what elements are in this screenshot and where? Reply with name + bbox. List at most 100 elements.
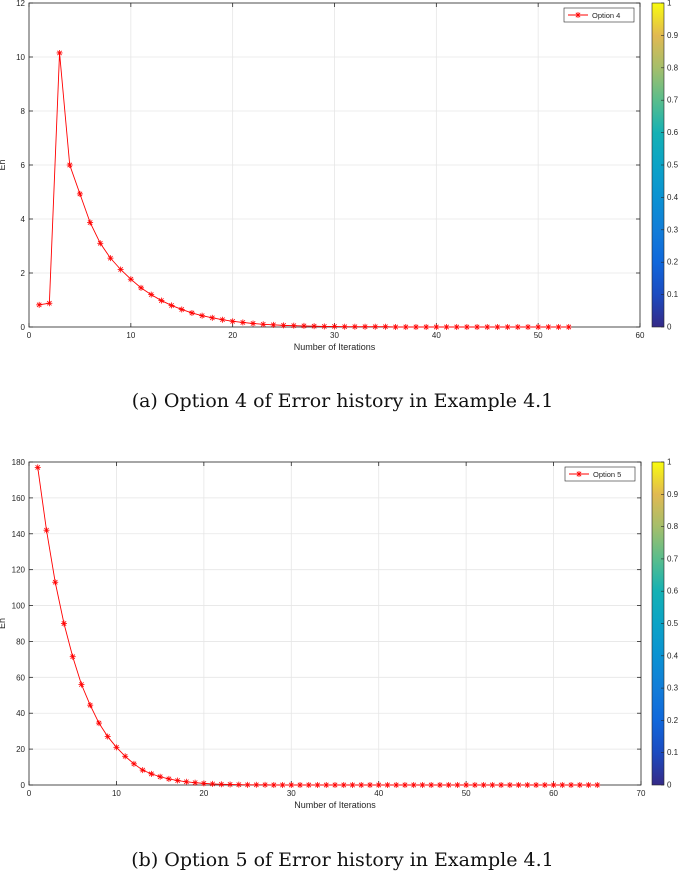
colorbar-tick-label: 0.2 — [667, 258, 679, 267]
data-point — [535, 324, 542, 330]
data-point — [489, 782, 496, 788]
data-point — [78, 681, 85, 688]
colorbar-tick-label: 0.5 — [667, 619, 679, 628]
colorbar-tick-label: 0.4 — [667, 193, 679, 202]
data-point — [524, 782, 531, 788]
data-point — [372, 323, 379, 330]
data-point — [402, 324, 409, 330]
x-tick-label: 0 — [27, 331, 32, 340]
data-point — [382, 323, 389, 330]
data-point — [270, 782, 277, 788]
data-point — [515, 782, 522, 788]
data-point — [290, 322, 297, 329]
data-point — [541, 782, 548, 788]
data-point — [244, 781, 251, 788]
data-point — [550, 782, 557, 788]
legend-marker — [576, 471, 582, 477]
colorbar-tick-label: 0.9 — [667, 490, 679, 499]
data-point — [305, 782, 312, 788]
data-point — [445, 782, 452, 788]
data-point — [280, 322, 287, 329]
y-tick-label: 4 — [21, 215, 26, 224]
data-point — [332, 782, 338, 788]
data-point — [471, 782, 478, 788]
x-tick-label: 30 — [287, 789, 296, 798]
data-point — [157, 773, 164, 780]
data-point — [585, 782, 592, 788]
colorbar-tick-label: 0.3 — [667, 225, 679, 234]
data-point — [200, 780, 207, 787]
data-point — [178, 306, 185, 313]
data-point — [331, 323, 338, 330]
data-point — [229, 318, 236, 325]
y-tick-label: 100 — [12, 602, 26, 611]
data-point — [545, 324, 552, 330]
colorbar-tick-label: 0.2 — [667, 716, 679, 725]
data-point — [113, 744, 120, 751]
data-point — [46, 300, 53, 307]
data-point — [559, 782, 566, 788]
plot-area — [29, 462, 641, 785]
data-point — [43, 527, 50, 534]
colorbar-tick-label: 0.9 — [667, 31, 679, 40]
x-tick-label: 20 — [228, 331, 237, 340]
data-point — [392, 324, 399, 330]
colorbar-tick-label: 1 — [667, 0, 672, 8]
data-point — [69, 653, 76, 660]
data-point — [165, 775, 172, 782]
x-tick-label: 60 — [549, 789, 558, 798]
data-point — [362, 323, 369, 330]
data-point — [428, 782, 435, 788]
data-point — [66, 162, 73, 168]
data-point — [555, 324, 562, 330]
data-point — [498, 782, 505, 788]
data-point — [138, 284, 145, 291]
colorbar-tick-label: 0 — [667, 781, 672, 790]
data-point — [300, 322, 307, 329]
legend-box — [563, 7, 635, 23]
y-tick-label: 10 — [16, 53, 25, 62]
y-tick-label: 80 — [16, 637, 25, 646]
data-point — [323, 782, 330, 788]
data-point — [76, 190, 83, 197]
y-axis-label: En — [0, 159, 7, 170]
data-point — [393, 782, 400, 788]
x-tick-label: 10 — [112, 789, 121, 798]
colorbar-tick-label: 0.7 — [667, 96, 679, 105]
data-point — [375, 782, 382, 788]
colorbar-tick-label: 0.8 — [667, 63, 679, 72]
data-point — [419, 782, 426, 788]
data-point — [351, 323, 358, 330]
y-tick-label: 12 — [16, 0, 25, 8]
x-tick-label: 10 — [126, 331, 135, 340]
data-point — [174, 777, 181, 784]
data-point — [235, 781, 242, 788]
data-point — [410, 782, 417, 788]
data-point — [297, 782, 304, 788]
legend-marker — [575, 12, 581, 18]
data-point — [227, 781, 234, 788]
data-point — [504, 324, 511, 330]
y-tick-label: 60 — [16, 673, 25, 682]
chart-b: 0 10 20 30 40 50 60 70020406080100120140160180N… — [0, 458, 679, 811]
data-point — [130, 760, 137, 767]
data-point — [250, 320, 257, 327]
data-point — [34, 464, 41, 471]
colorbar-tick-label: 0.6 — [667, 587, 679, 596]
y-tick-label: 40 — [16, 709, 25, 718]
data-point — [436, 782, 443, 788]
data-point — [95, 720, 102, 727]
x-tick-label: 50 — [534, 331, 543, 340]
data-point — [87, 702, 94, 709]
y-tick-label: 180 — [12, 458, 26, 467]
data-point — [480, 782, 487, 788]
y-tick-label: 0 — [21, 323, 26, 332]
y-tick-label: 6 — [21, 161, 26, 170]
data-point — [454, 782, 461, 788]
x-tick-label: 50 — [462, 789, 471, 798]
data-point — [463, 324, 470, 330]
colorbar-tick-label: 0.1 — [667, 290, 679, 299]
y-tick-label: 160 — [12, 494, 26, 503]
legend-label: Option 5 — [593, 470, 621, 479]
